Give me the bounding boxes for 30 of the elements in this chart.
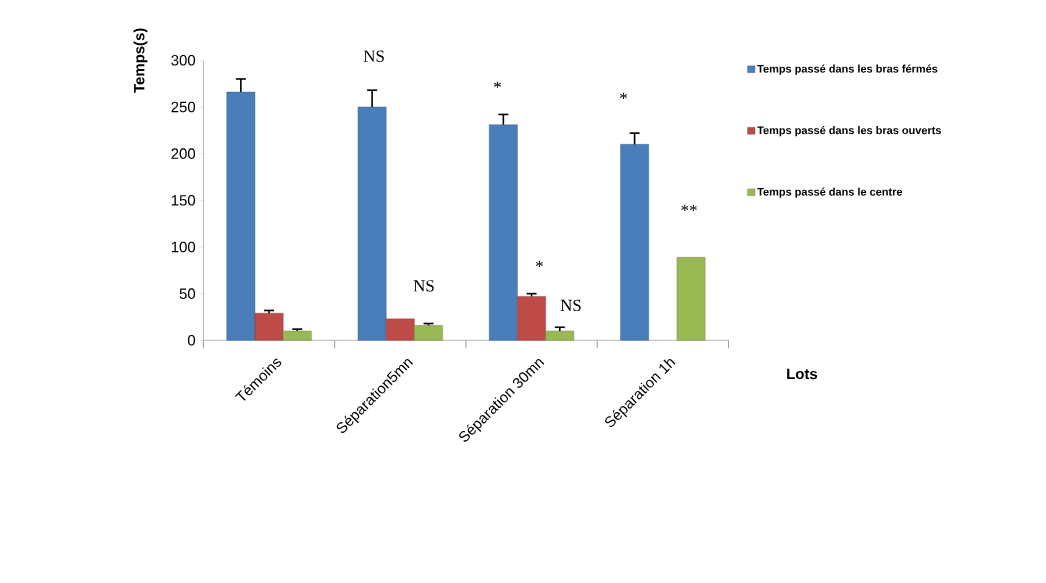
bar (414, 325, 443, 341)
bar (517, 296, 546, 341)
y-tick-label: 300 (171, 55, 196, 66)
legend-label: Temps passé dans le centre (757, 187, 903, 198)
bar (226, 91, 256, 341)
annotation: ** (681, 204, 697, 212)
bar (545, 330, 575, 341)
bar (386, 318, 415, 341)
legend-label: Temps passé dans les bras férmés (757, 64, 938, 75)
bar (254, 313, 284, 341)
y-axis-title: Temps(s) (133, 28, 148, 93)
bar (676, 257, 706, 341)
annotation: NS (363, 50, 384, 62)
bar (282, 330, 312, 341)
annotation: NS (560, 299, 581, 312)
legend-label: Temps passé dans les bras ouverts (757, 126, 942, 137)
annotation: NS (413, 280, 434, 292)
bar (620, 144, 649, 341)
y-tick-label: 0 (187, 335, 196, 346)
x-axis-title: Lots (787, 368, 818, 380)
annotation: * (536, 260, 543, 268)
annotation: * (620, 92, 627, 100)
y-tick-label: 200 (171, 148, 196, 159)
bar (489, 124, 518, 341)
y-tick-label: 250 (171, 101, 196, 113)
y-tick-label: 50 (179, 288, 196, 299)
annotation: * (494, 81, 501, 88)
y-tick-label: 100 (171, 241, 196, 253)
y-tick-label: 150 (171, 195, 196, 206)
bar (357, 106, 387, 341)
